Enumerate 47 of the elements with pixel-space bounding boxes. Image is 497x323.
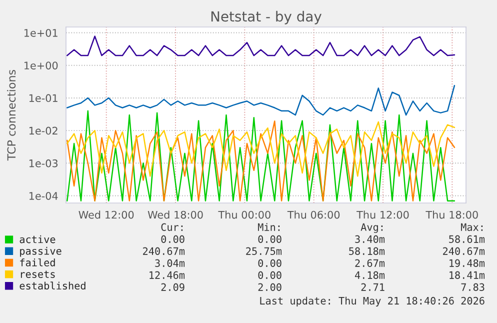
line-series [66,84,456,116]
x-tick-label: Wed 12:00 [78,210,134,219]
text: 19.48m [450,259,485,267]
text: Max: [461,223,483,231]
line-series [66,36,456,56]
text: 3.40m [355,235,385,243]
text: 4.18m [354,271,385,279]
text: Avg: [360,223,383,233]
y-tick-label: 1e+00 [24,62,58,70]
x-tick-label: Thu 00:00 [218,210,270,219]
x-tick-label: Thu 06:00 [287,210,340,219]
text: 25.75m [246,247,282,255]
legend-label: passive [20,246,62,257]
text: 18.41m [450,271,485,279]
text: 2.00 [258,283,282,291]
y-tick-label: 1e+01 [24,28,58,37]
text: 0.00 [258,235,282,243]
text: 240.67m [443,247,485,255]
legend-label: active [20,235,56,244]
x-tick-label: Wed 18:00 [148,210,203,219]
y-tick-label: 1e-03 [29,159,58,168]
text: 2.09 [161,283,184,291]
text: 58.61m [449,235,485,243]
y-axis-title: TCP connections [7,70,16,161]
text: Last update: Thu May 21 18:40:26 2026 [260,296,484,307]
text: 7.83 [461,283,484,291]
y-tick-label: 1e-04 [29,192,58,200]
text: Min: [258,223,280,231]
text: Cur: [161,223,183,231]
line-series [66,121,456,177]
text: 2.67m [355,259,385,267]
y-tick-label: 1e-01 [29,94,58,102]
y-tick-label: 1e-02 [29,126,58,135]
text: 3.04m [155,259,185,267]
legend-label: established [20,282,86,290]
text: 0.00 [258,271,282,279]
text: 0.00 [161,235,184,243]
x-tick-label: Thu 12:00 [356,210,409,219]
text: 12.46m [150,271,185,279]
text: 2.71 [361,283,384,291]
text: 240.67m [143,247,185,255]
legend-label: resets [20,270,55,278]
chart-title: Netstat - by day [211,10,322,24]
text: 0.00 [258,259,282,267]
x-tick-label: Thu 18:00 [426,210,478,219]
legend-label: failed [20,258,55,266]
text: 58.18m [349,247,385,255]
